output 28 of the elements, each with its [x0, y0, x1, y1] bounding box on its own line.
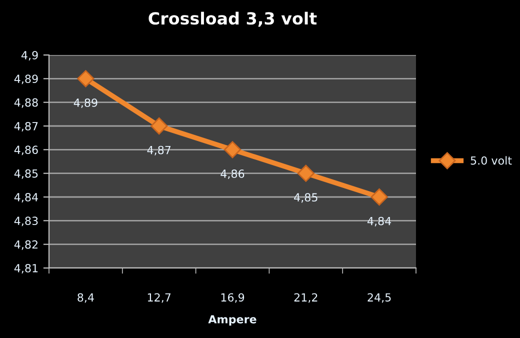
point	[77, 70, 94, 88]
y-tick-label: 4,87	[14, 122, 38, 132]
y-tick-label: 4,86	[14, 146, 38, 156]
y-tick-label: 4,88	[14, 98, 38, 108]
data-label: 4,89	[74, 98, 98, 108]
point	[297, 164, 314, 182]
y-tick-label: 4,82	[14, 240, 38, 250]
x-axis-title: Ampere	[208, 315, 256, 326]
y-tick-label: 4,83	[14, 216, 38, 226]
point	[370, 188, 388, 206]
chart-title: Crossload 3,3 volt	[148, 12, 317, 27]
data-label: 4,87	[147, 146, 171, 156]
y-tick-label: 4,89	[14, 74, 38, 84]
data-label: 4,84	[367, 216, 392, 226]
y-tick-label: 4,9	[21, 50, 38, 61]
data-label: 4,86	[220, 169, 244, 180]
x-tick-label: 8,4	[78, 293, 94, 303]
point	[224, 141, 242, 158]
point	[150, 117, 168, 135]
x-tick-label: 24,5	[368, 293, 391, 303]
x-tick-label: 16,9	[221, 293, 244, 303]
x-tick-label: 21,2	[294, 293, 318, 303]
y-tick-label: 4,81	[14, 264, 38, 274]
y-tick-label: 4,84	[14, 192, 38, 203]
x-tick-label: 12,7	[148, 293, 171, 303]
data-label: 4,85	[294, 193, 318, 203]
legend-label: 5.0 volt	[470, 156, 512, 165]
y-tick-label: 4,85	[14, 169, 38, 179]
